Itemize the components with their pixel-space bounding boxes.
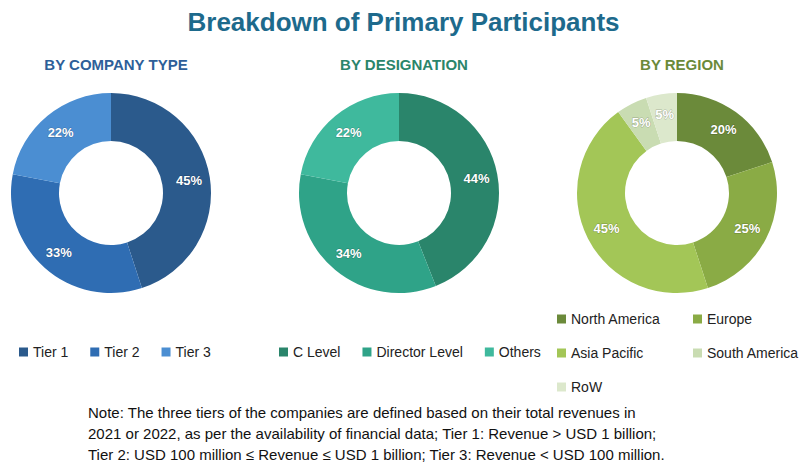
html-text:Note: The three tiers of the c: Note: The three tiers of the companies a… xyxy=(88,404,636,421)
svg-text:C Level: C Level xyxy=(293,344,340,360)
svg-text:Tier 1: Tier 1 xyxy=(33,344,68,360)
svg-text:22%: 22% xyxy=(48,125,74,140)
svg-text:BY DESIGNATION: BY DESIGNATION xyxy=(340,56,468,73)
svg-text:Asia Pacific: Asia Pacific xyxy=(571,345,643,361)
svg-text:RoW: RoW xyxy=(571,379,603,395)
svg-text:Others: Others xyxy=(499,344,541,360)
svg-text:BY COMPANY TYPE: BY COMPANY TYPE xyxy=(44,56,187,73)
svg-text:22%: 22% xyxy=(336,125,362,140)
svg-text:Tier 3: Tier 3 xyxy=(176,344,211,360)
svg-text:5%: 5% xyxy=(655,107,674,122)
svg-text:25%: 25% xyxy=(734,221,760,236)
html-text:2021 or 2022, as per the avail: 2021 or 2022, as per the availability of… xyxy=(88,425,657,442)
svg-text:5%: 5% xyxy=(632,115,651,130)
svg-text:45%: 45% xyxy=(176,173,202,188)
svg-text:20%: 20% xyxy=(710,122,736,137)
html-text:Tier 2: USD 100 million ≤ Reve: Tier 2: USD 100 million ≤ Revenue ≤ USD … xyxy=(88,446,665,463)
svg-text:South America: South America xyxy=(707,345,798,361)
svg-text:33%: 33% xyxy=(46,245,72,260)
svg-text:Breakdown of Primary Participa: Breakdown of Primary Participants xyxy=(187,7,619,37)
svg-text:Europe: Europe xyxy=(707,311,752,327)
svg-text:44%: 44% xyxy=(464,171,490,186)
svg-text:Tier 2: Tier 2 xyxy=(104,344,139,360)
svg-text:BY REGION: BY REGION xyxy=(640,56,724,73)
svg-text:34%: 34% xyxy=(336,246,362,261)
svg-text:45%: 45% xyxy=(594,221,620,236)
svg-text:North America: North America xyxy=(571,311,660,327)
svg-text:Director Level: Director Level xyxy=(376,344,462,360)
